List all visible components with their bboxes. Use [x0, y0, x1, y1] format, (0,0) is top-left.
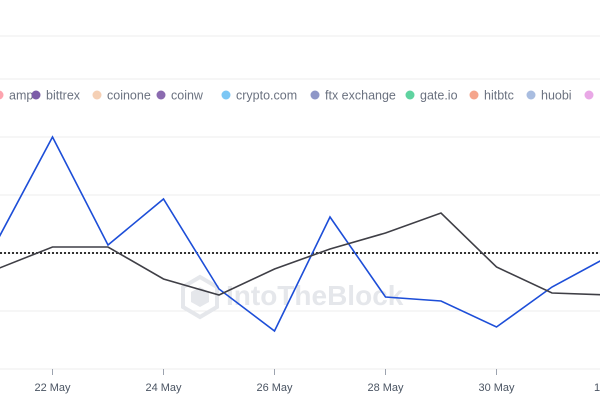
x-tick-label: 28 May [367, 382, 404, 394]
legend-label: hitbtc [484, 89, 514, 103]
legend-label: coinw [171, 89, 204, 103]
legend-item[interactable]: hitbtc [469, 89, 514, 103]
series-line-2 [0, 212, 600, 296]
legend-item[interactable]: huobi [526, 89, 572, 103]
legend-swatch-icon [469, 90, 479, 100]
legend-item[interactable]: crypto.com [221, 89, 298, 103]
legend-swatch-icon [156, 90, 166, 100]
legend-item[interactable] [584, 90, 594, 100]
legend-label: ftx exchange [325, 89, 396, 103]
legend-item[interactable]: coinone [92, 89, 151, 103]
legend-swatch-icon [526, 90, 536, 100]
grid-lines [0, 35, 600, 370]
legend-swatch-icon [584, 90, 594, 100]
legend-item[interactable]: coinw [156, 89, 204, 103]
legend-item[interactable]: ftx exchange [310, 89, 396, 103]
x-tick-label: 30 May [478, 382, 515, 394]
legend-item[interactable]: bittrex [31, 89, 81, 103]
legend-swatch-icon [405, 90, 415, 100]
legend-swatch-icon [0, 90, 4, 100]
x-tick-label: 22 May [34, 382, 71, 394]
x-tick-label: 26 May [256, 382, 293, 394]
series-line-1 [0, 135, 600, 333]
legend-label: huobi [541, 89, 572, 103]
legend-label: gate.io [420, 89, 458, 103]
legend-swatch-icon [310, 90, 320, 100]
legend: amp bittrex coinone coinw crypto.com ftx exch… [0, 89, 594, 103]
series-layer [0, 135, 600, 333]
x-axis: 22 May 24 May 26 May 28 May 30 May 1 Jun [34, 369, 600, 394]
legend-swatch-icon [31, 90, 41, 100]
legend-label: bittrex [46, 89, 81, 103]
x-tick-label: 1 Jun [594, 382, 600, 394]
legend-swatch-icon [221, 90, 231, 100]
watermark: IntoTheBlock [181, 274, 404, 320]
legend-swatch-icon [92, 90, 102, 100]
legend-label: coinone [107, 89, 151, 103]
legend-label: amp [9, 89, 33, 103]
watermark-text: IntoTheBlock [226, 280, 404, 311]
x-tick-label: 24 May [145, 382, 182, 394]
legend-item[interactable]: gate.io [405, 89, 458, 103]
legend-label: crypto.com [236, 89, 297, 103]
legend-item[interactable]: amp [0, 89, 33, 103]
